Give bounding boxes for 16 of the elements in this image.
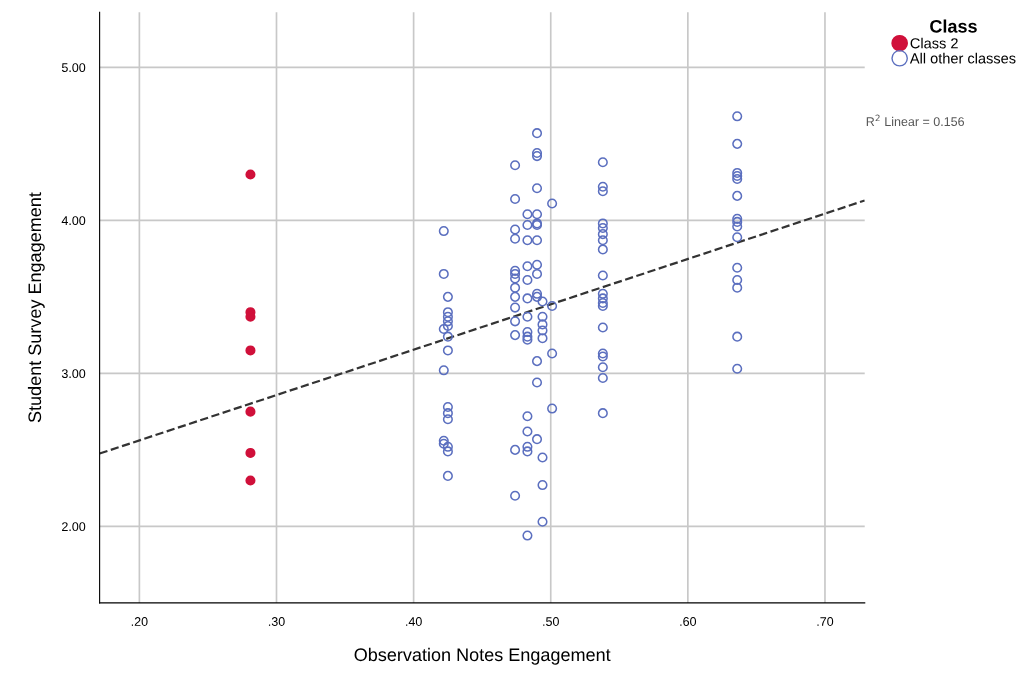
y-tick-label: 5.00 [61,63,86,73]
x-tick-label: .60 [680,617,697,626]
x-axis-title: Observation Notes Engagement [354,647,611,665]
x-tick-label: .30 [268,617,285,626]
legend-label: Class 2 [910,37,958,49]
x-tick-label: .50 [543,617,559,626]
legend-label: All other classes [909,52,1016,64]
x-tick-label: .40 [406,617,422,626]
y-tick-label: 2.00 [62,522,86,532]
y-axis-title: Student Survey Engagement [27,192,45,423]
y-tick-label: 4.00 [61,216,86,226]
legend-title: Class [930,19,977,33]
y-tick-label: 3.00 [61,369,86,379]
x-tick-label: .20 [131,617,148,626]
x-tick-label: .70 [817,617,834,626]
text: R$^{2}$ Linear = 0.156 [866,114,965,127]
